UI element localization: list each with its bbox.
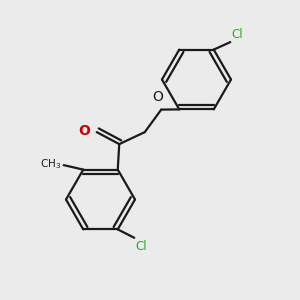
Text: Cl: Cl xyxy=(136,240,147,253)
Text: CH$_3$: CH$_3$ xyxy=(40,157,62,170)
Text: Cl: Cl xyxy=(232,28,243,40)
Text: O: O xyxy=(152,90,163,104)
Text: O: O xyxy=(78,124,90,138)
